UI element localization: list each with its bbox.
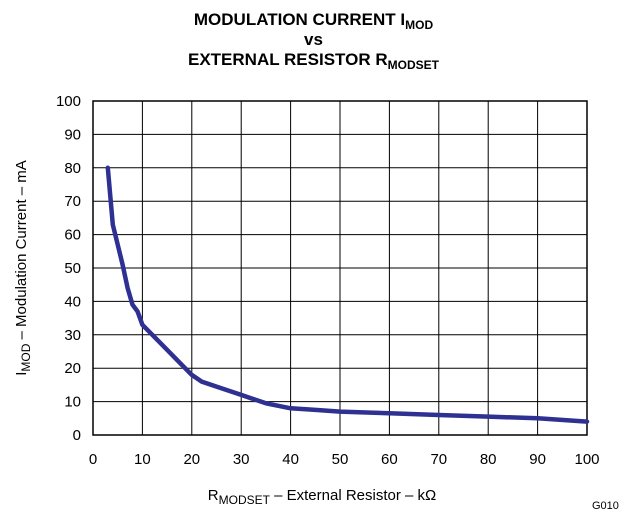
y-tick-label: 50	[64, 260, 81, 277]
y-tick-label: 30	[64, 327, 81, 344]
title-main-text: EXTERNAL RESISTOR R	[188, 50, 388, 69]
x-tick-label: 40	[282, 451, 299, 468]
title-subscript: MOD	[405, 18, 434, 32]
x-tick-label: 30	[233, 451, 250, 468]
title-subscript: MODSET	[387, 58, 439, 72]
y-tick-label: 70	[64, 193, 81, 210]
plot-frame	[92, 100, 588, 436]
figure-id: G010	[592, 500, 619, 512]
x-tick-label: 20	[183, 451, 200, 468]
chart-title-line2: vs	[304, 30, 323, 49]
tick-labels: 0 10 20 30 40 50 60 70 80 90 100 0 10 20 30 40 50 60 70 80 9…	[56, 93, 600, 468]
x-tick-label: 60	[381, 451, 398, 468]
title-main-text: MODULATION CURRENT I	[193, 10, 406, 29]
chart-title-line1: MODULATION CURRENT IMOD	[0, 10, 627, 32]
x-tick-label: 100	[574, 451, 599, 468]
y-tick-label: 80	[64, 160, 81, 177]
series-line	[105, 165, 590, 424]
x-axis-label: RMODSET – External Resistor – kΩ	[208, 487, 436, 507]
x-tick-label: 10	[134, 451, 151, 468]
x-tick-label: 90	[529, 451, 546, 468]
y-tick-label: 40	[64, 293, 81, 310]
y-tick-label: 100	[56, 93, 81, 110]
x-tick-label: 70	[430, 451, 447, 468]
y-tick-label: 90	[64, 126, 81, 143]
y-tick-label: 0	[73, 427, 81, 444]
y-tick-label: 60	[64, 227, 81, 244]
y-axis-label: IMOD – Modulation Current – mA	[13, 160, 33, 376]
y-tick-label: 20	[64, 360, 81, 377]
x-tick-label: 80	[480, 451, 497, 468]
x-tick-label: 0	[89, 451, 97, 468]
chart-title-line3: EXTERNAL RESISTOR RMODSET	[0, 50, 627, 72]
y-tick-label: 10	[64, 394, 81, 411]
x-tick-label: 50	[332, 451, 349, 468]
grid	[92, 100, 588, 436]
series-group	[105, 165, 590, 424]
